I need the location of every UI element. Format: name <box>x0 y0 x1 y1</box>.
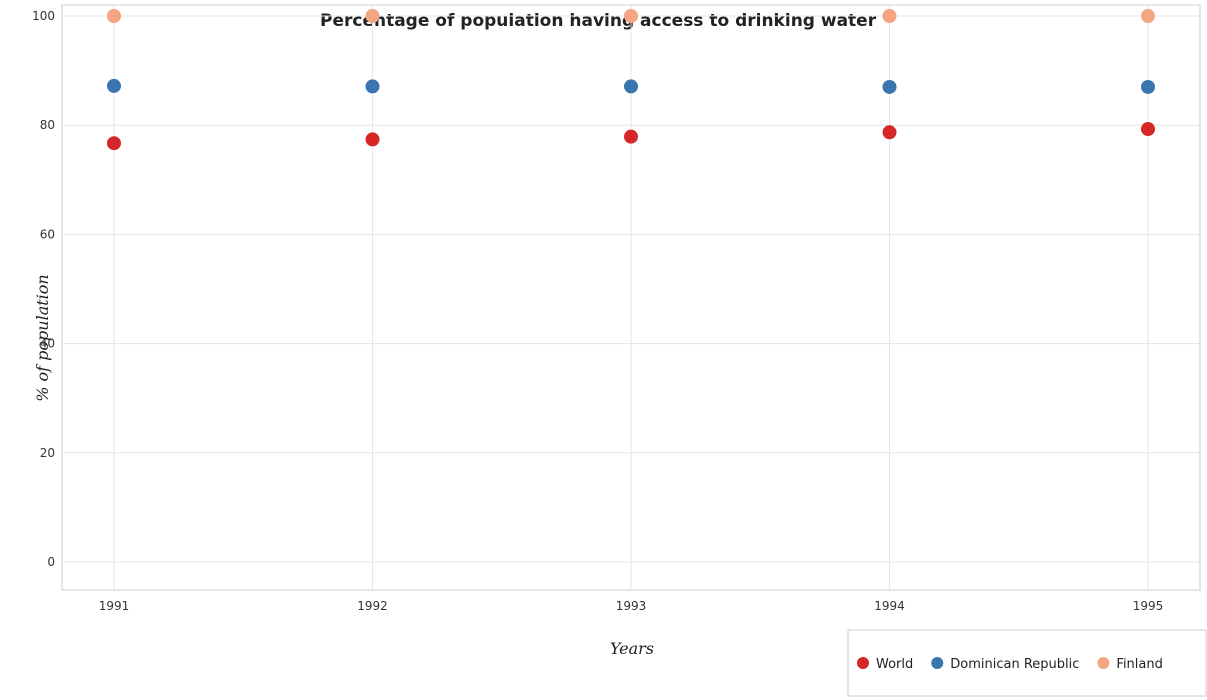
point-dominican-republic <box>365 79 380 94</box>
point-world <box>365 132 380 147</box>
x-tick-label: 1992 <box>357 599 388 613</box>
y-tick-label: 80 <box>40 118 55 132</box>
point-world <box>624 129 638 144</box>
legend-box <box>847 629 1207 697</box>
x-axis-label: Years <box>610 639 654 658</box>
gridlines <box>62 5 1200 590</box>
legend-label: World <box>876 657 913 672</box>
point-world <box>882 125 897 140</box>
y-tick-label: 60 <box>40 227 55 241</box>
point-dominican-republic <box>1141 79 1155 94</box>
legend-marker <box>1097 657 1110 669</box>
point-finland <box>882 9 897 23</box>
legend: World Dominican Republic Finland <box>847 629 1207 697</box>
y-tick-label: 0 <box>47 555 55 569</box>
x-tick-label: 1993 <box>616 599 647 613</box>
chart-title: Percentage of population having access t… <box>320 11 877 31</box>
legend-marker <box>931 657 944 669</box>
y-tick-label: 40 <box>40 337 55 351</box>
y-axis-label: % of population <box>33 274 52 402</box>
point-dominican-republic <box>624 79 638 94</box>
point-finland <box>365 9 380 23</box>
point-finland <box>107 9 121 23</box>
point-world <box>107 136 121 151</box>
data-points <box>107 9 1155 151</box>
x-tick-label: 1994 <box>874 599 905 613</box>
plot-frame <box>61 4 1201 591</box>
y-tick-label: 100 <box>32 9 55 23</box>
x-tick-label: 1995 <box>1133 599 1164 613</box>
point-dominican-republic <box>107 78 121 93</box>
y-tick-label: 20 <box>40 446 55 460</box>
tick-labels: 0 20 40 60 80 100 1991 1992 1993 1994 1995 <box>32 9 1163 613</box>
point-dominican-republic <box>882 79 897 94</box>
x-tick-label: 1991 <box>99 599 130 613</box>
point-world <box>1141 122 1155 137</box>
axes <box>61 4 1201 591</box>
legend-marker <box>857 657 869 669</box>
legend-label: Dominican Republic <box>950 657 1079 672</box>
legend-label: Finland <box>1116 657 1162 672</box>
point-finland <box>1141 9 1155 23</box>
point-finland <box>624 9 638 23</box>
